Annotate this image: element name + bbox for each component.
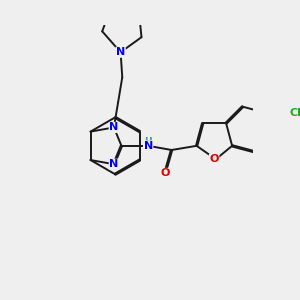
Text: N: N xyxy=(144,141,153,151)
Text: N: N xyxy=(116,47,125,57)
Text: O: O xyxy=(209,154,219,164)
Text: Cl: Cl xyxy=(290,108,300,118)
Text: N: N xyxy=(109,159,119,169)
Text: H: H xyxy=(144,137,152,146)
Text: N: N xyxy=(109,122,119,132)
Text: O: O xyxy=(160,168,170,178)
